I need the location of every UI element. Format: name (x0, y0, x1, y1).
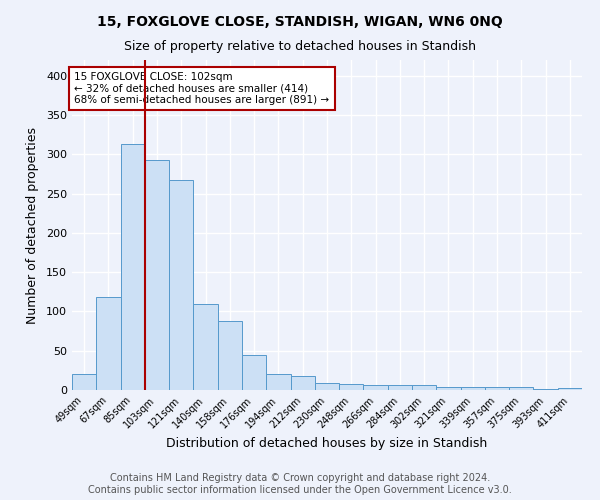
Bar (169, 180, 193, 390)
Bar (364, 384, 388, 390)
Bar (485, 387, 509, 390)
Bar (509, 387, 533, 390)
Y-axis label: Number of detached properties: Number of detached properties (26, 126, 39, 324)
Bar (436, 387, 461, 390)
Text: Size of property relative to detached houses in Standish: Size of property relative to detached ho… (124, 40, 476, 53)
Text: 15 FOXGLOVE CLOSE: 102sqm
← 32% of detached houses are smaller (414)
68% of semi: 15 FOXGLOVE CLOSE: 102sqm ← 32% of detac… (74, 72, 329, 105)
Text: 15, FOXGLOVE CLOSE, STANDISH, WIGAN, WN6 0NQ: 15, FOXGLOVE CLOSE, STANDISH, WIGAN, WN6… (97, 15, 503, 29)
Bar (145, 160, 169, 390)
Bar (266, 374, 290, 390)
Bar (461, 387, 485, 390)
Bar (388, 384, 412, 390)
Bar (96, 296, 121, 390)
Bar (193, 304, 218, 390)
Text: Contains HM Land Registry data © Crown copyright and database right 2024.
Contai: Contains HM Land Registry data © Crown c… (88, 474, 512, 495)
Bar (242, 354, 266, 390)
Bar (72, 374, 96, 390)
Bar (121, 144, 145, 390)
Bar (533, 389, 558, 390)
Bar (315, 383, 339, 390)
Bar (290, 376, 315, 390)
Bar (558, 388, 582, 390)
X-axis label: Distribution of detached houses by size in Standish: Distribution of detached houses by size … (166, 436, 488, 450)
Bar (412, 386, 436, 390)
Bar (339, 384, 364, 390)
Bar (218, 321, 242, 390)
